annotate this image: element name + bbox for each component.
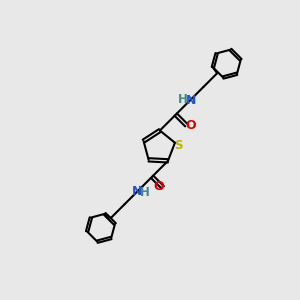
Text: O: O [153, 180, 164, 193]
Text: O: O [185, 119, 196, 132]
Text: N: N [132, 184, 142, 198]
Text: H: H [178, 93, 188, 106]
Text: H: H [140, 185, 150, 199]
Text: S: S [174, 139, 183, 152]
Text: N: N [186, 94, 196, 107]
